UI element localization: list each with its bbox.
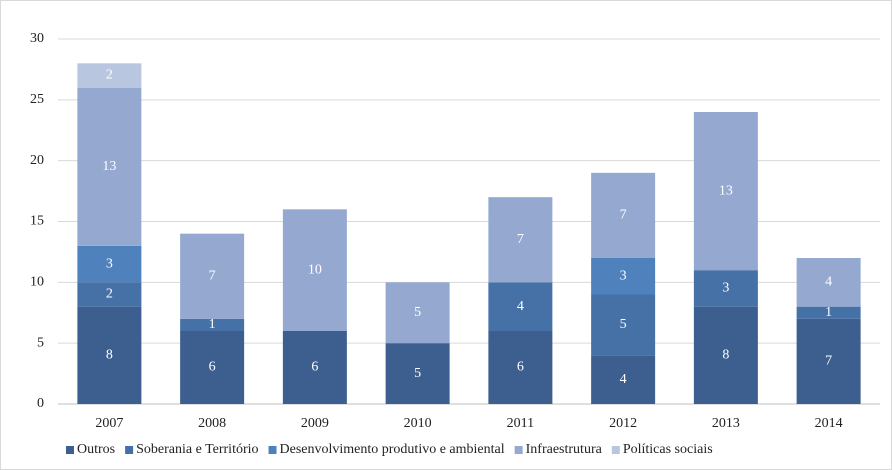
bar-segment <box>385 282 450 344</box>
bar-segment <box>180 318 245 331</box>
bar-segment <box>796 306 861 319</box>
bar-segment <box>77 63 142 88</box>
y-tick-label: 20 <box>30 153 44 168</box>
y-tick-label: 10 <box>30 275 44 290</box>
legend-label: Outros <box>77 442 115 457</box>
data-label: 6 <box>517 360 524 375</box>
data-label: 1 <box>825 305 832 320</box>
data-label: 3 <box>106 256 113 271</box>
legend-label: Desenvolvimento produtivo e ambiental <box>280 442 505 457</box>
y-tick-label: 0 <box>37 396 44 411</box>
legend-label: Infraestrutura <box>526 442 603 457</box>
bar-segment <box>693 112 758 271</box>
data-label: 7 <box>825 354 832 369</box>
bar-segment <box>488 197 553 283</box>
data-label: 8 <box>106 348 113 363</box>
bar-segment <box>591 294 656 356</box>
bar-segment <box>488 331 553 404</box>
bar-segment <box>77 282 142 307</box>
x-tick-label: 2008 <box>198 416 226 431</box>
bar-segment <box>796 258 861 307</box>
bar-segment <box>591 355 656 404</box>
y-tick-label: 30 <box>30 31 44 46</box>
data-label: 10 <box>308 262 322 277</box>
data-label: 5 <box>620 317 627 332</box>
bar-segment <box>693 270 758 307</box>
data-label: 5 <box>414 305 421 320</box>
x-tick-label: 2007 <box>95 416 123 431</box>
bar-segment <box>77 306 142 404</box>
data-label: 2 <box>106 68 113 83</box>
data-label: 4 <box>620 372 627 387</box>
data-label: 3 <box>722 281 729 296</box>
y-tick-label: 25 <box>30 92 44 107</box>
data-label: 6 <box>209 360 216 375</box>
bar-segment <box>180 331 245 404</box>
data-label: 2 <box>106 287 113 302</box>
x-tick-label: 2011 <box>507 416 534 431</box>
legend-swatch <box>514 446 523 454</box>
x-tick-label: 2013 <box>712 416 740 431</box>
bar-segment <box>488 282 553 331</box>
y-tick-label: 15 <box>30 214 44 229</box>
bar-segment <box>693 306 758 404</box>
legend-swatch <box>66 446 74 454</box>
y-tick-label: 5 <box>37 335 44 350</box>
data-label: 13 <box>719 183 733 198</box>
data-label: 4 <box>825 275 832 290</box>
bar-segment <box>591 258 656 295</box>
x-tick-label: 2010 <box>404 416 432 431</box>
data-label: 3 <box>620 268 627 283</box>
data-label: 4 <box>517 299 524 314</box>
data-label: 5 <box>414 366 421 381</box>
x-tick-label: 2014 <box>815 416 843 431</box>
bar-segment <box>77 87 142 246</box>
legend-swatch <box>125 446 134 454</box>
legend-label: Soberania e Território <box>136 442 258 457</box>
legend-label: Políticas sociais <box>623 442 713 457</box>
data-label: 13 <box>102 159 116 174</box>
data-label: 8 <box>722 348 729 363</box>
data-label: 7 <box>620 208 627 223</box>
x-tick-label: 2009 <box>301 416 329 431</box>
data-label: 7 <box>517 232 524 247</box>
bar-segment <box>796 318 861 404</box>
x-tick-label: 2012 <box>609 416 637 431</box>
bar-segment <box>385 343 450 404</box>
data-label: 1 <box>209 317 216 332</box>
bar-segment <box>591 172 656 258</box>
bar-segment <box>282 331 347 404</box>
bar-segment <box>282 209 347 331</box>
data-label: 7 <box>209 268 216 283</box>
data-label: 6 <box>311 360 318 375</box>
bar-segment <box>77 245 142 283</box>
legend-swatch <box>611 446 620 454</box>
bar-segment <box>180 233 245 319</box>
legend-swatch <box>268 446 277 454</box>
